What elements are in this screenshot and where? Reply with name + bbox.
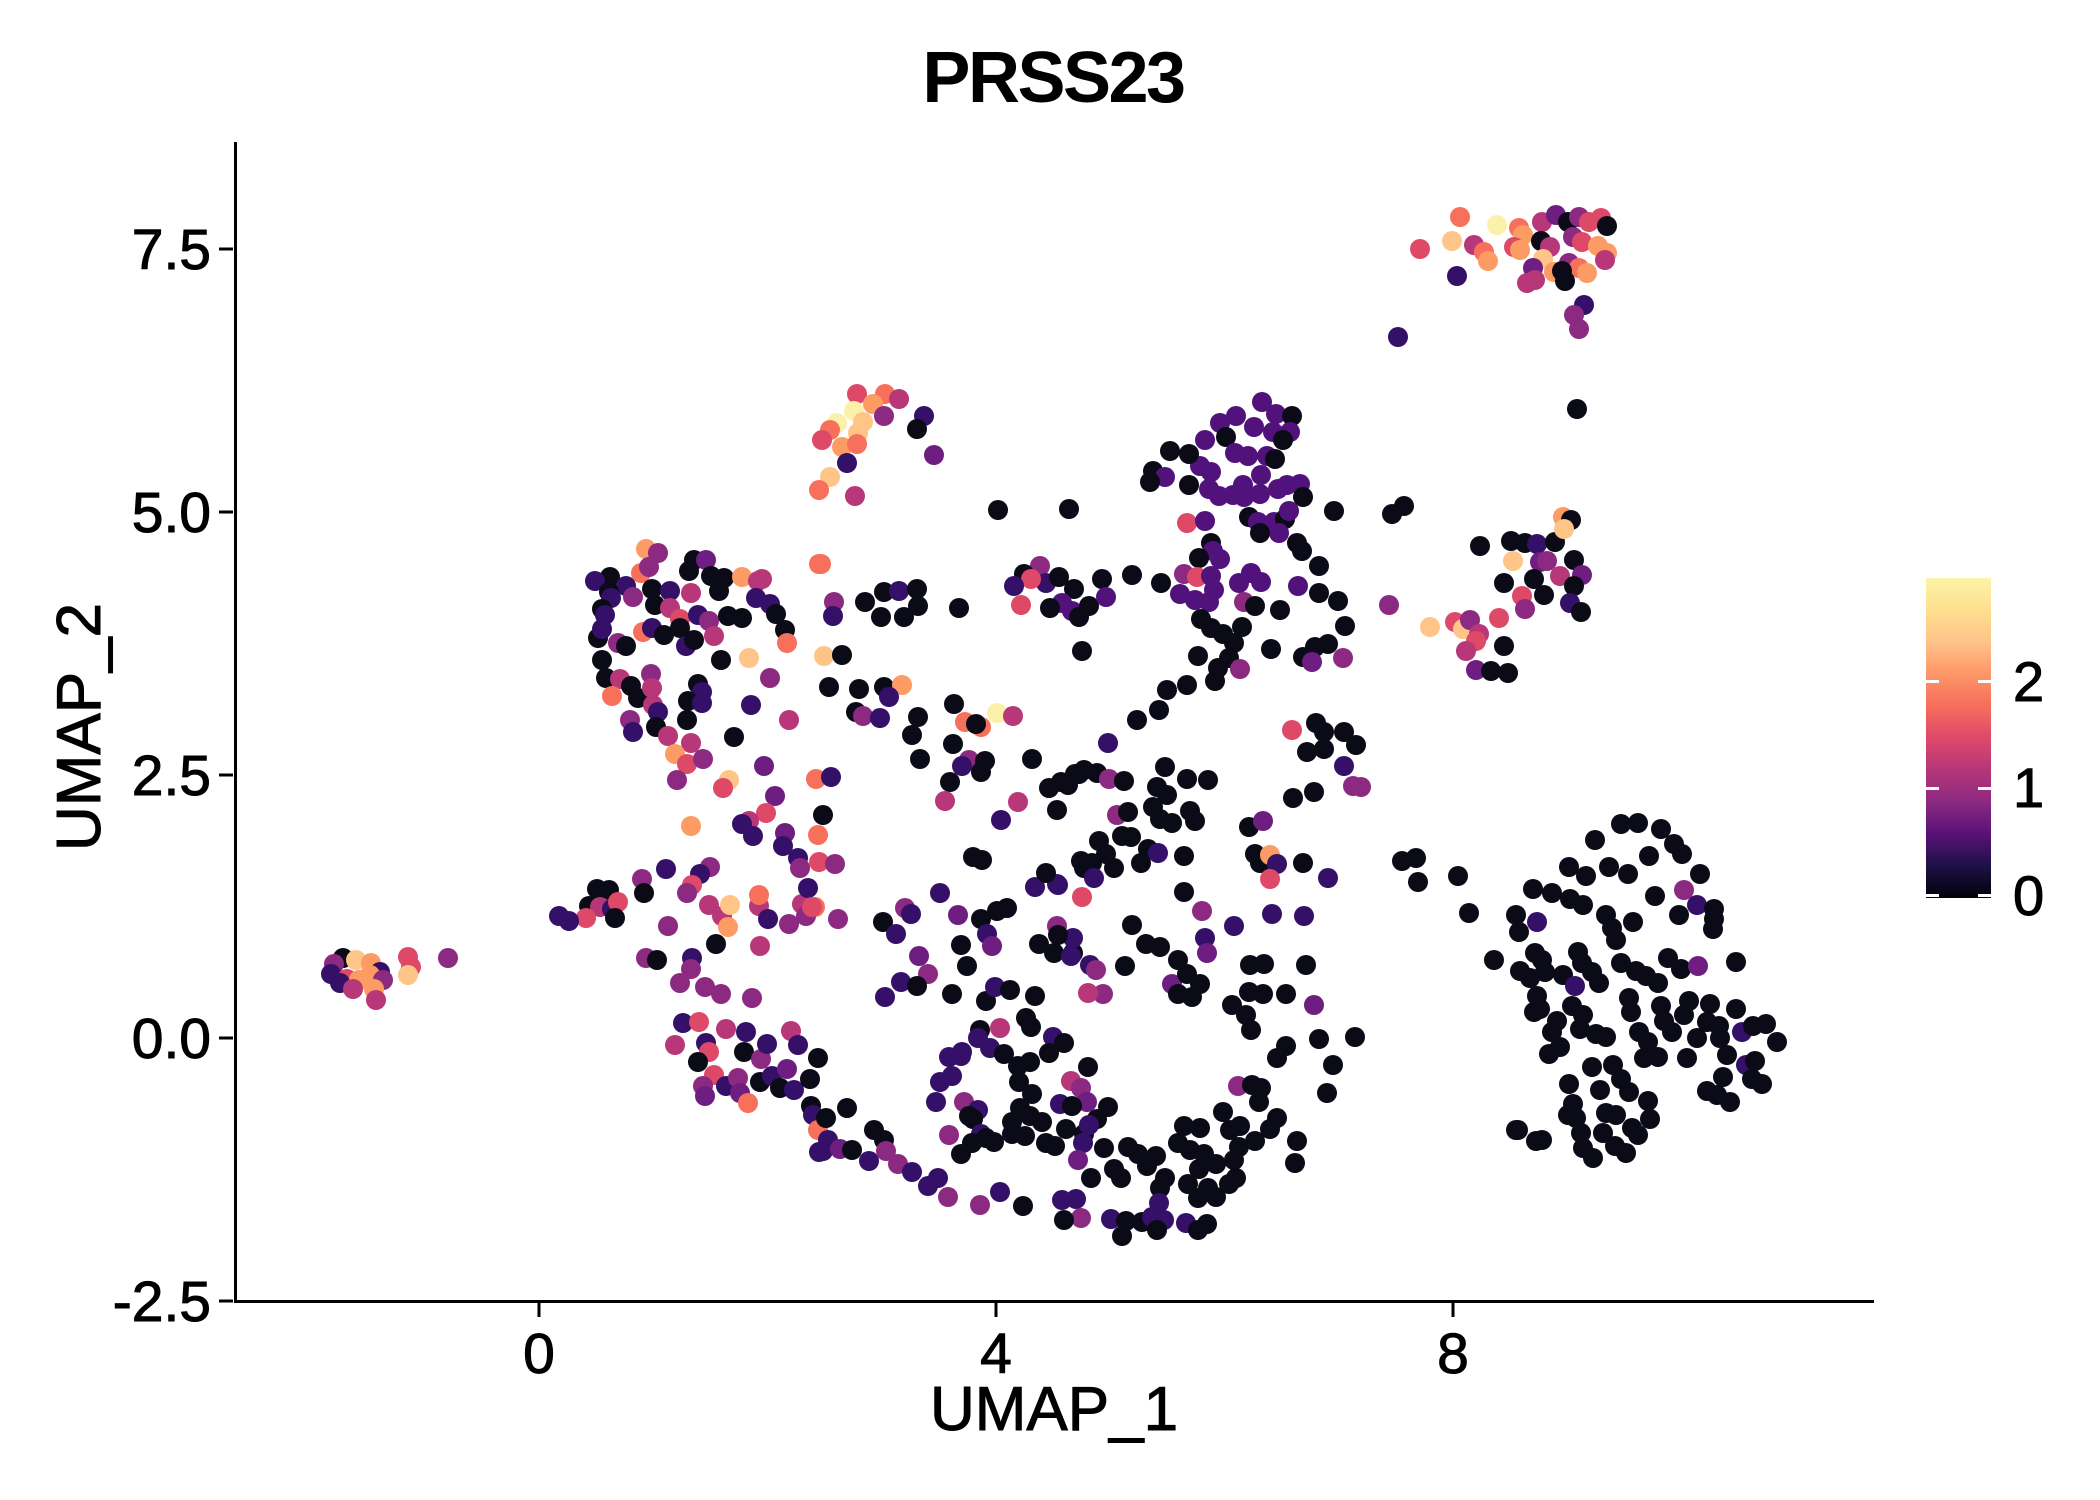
svg-text:1: 1 [2013,756,2044,819]
svg-text:2.5: 2.5 [132,744,211,808]
svg-text:2: 2 [2013,650,2044,713]
svg-text:4: 4 [980,1322,1012,1386]
svg-text:8: 8 [1437,1322,1469,1386]
svg-text:-2.5: -2.5 [113,1270,211,1334]
svg-text:0: 0 [2013,864,2044,927]
svg-text:UMAP_1: UMAP_1 [930,1375,1178,1444]
svg-text:UMAP_2: UMAP_2 [45,603,114,851]
svg-text:5.0: 5.0 [132,481,211,545]
svg-text:7.5: 7.5 [132,218,211,282]
svg-text:0: 0 [523,1322,555,1386]
svg-text:PRSS23: PRSS23 [922,38,1184,118]
svg-text:0.0: 0.0 [132,1007,211,1071]
